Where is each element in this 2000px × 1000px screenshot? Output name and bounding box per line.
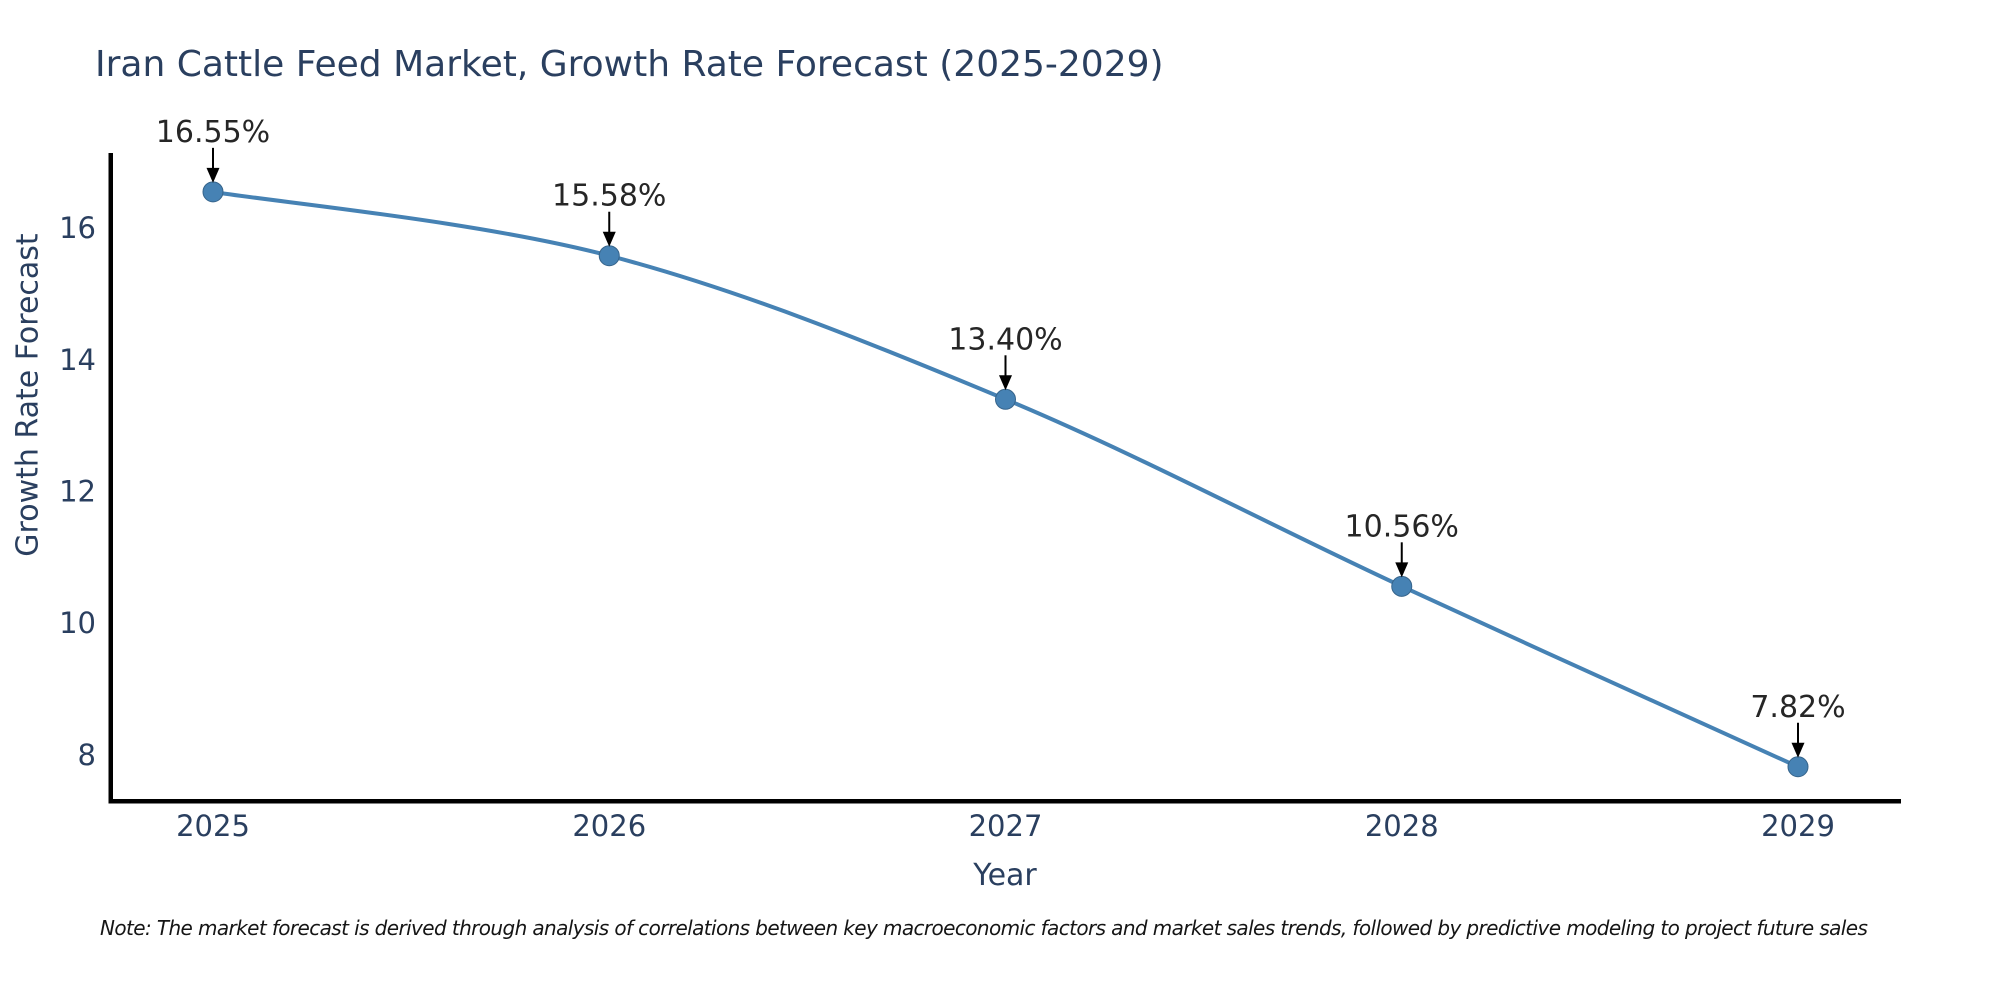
y-tick-label: 10 (59, 606, 96, 640)
data-point-marker (598, 245, 620, 267)
y-axis-spine (108, 153, 113, 804)
data-point-marker (995, 388, 1016, 410)
trend-line (211, 189, 1800, 769)
data-point-marker (202, 181, 224, 203)
x-tick-label: 2029 (1761, 809, 1835, 843)
data-point-label: 7.82% (1750, 690, 1845, 725)
annotation-arrowhead-icon (206, 167, 220, 183)
data-point-marker (1391, 575, 1413, 597)
x-axis-spine (108, 799, 1901, 804)
y-tick-label: 14 (59, 343, 96, 377)
x-tick-label: 2025 (176, 809, 250, 843)
annotation-arrowhead-icon (602, 231, 616, 247)
x-axis-title: Year (973, 858, 1037, 893)
x-tick-label: 2026 (572, 809, 646, 843)
y-tick-label: 12 (59, 474, 96, 508)
y-axis-title: Growth Rate Forecast (10, 233, 46, 557)
data-point-label: 13.40% (948, 322, 1062, 357)
data-point-label: 10.56% (1345, 509, 1459, 544)
data-point-label: 16.55% (156, 115, 270, 150)
chart-title: Iran Cattle Feed Market, Growth Rate For… (95, 44, 1164, 85)
x-tick-label: 2027 (969, 809, 1043, 843)
y-tick-label: 16 (59, 211, 96, 245)
y-tick-label: 8 (78, 738, 96, 772)
x-tick-label: 2028 (1365, 809, 1439, 843)
footnote: Note: The market forecast is derived thr… (100, 916, 1868, 940)
annotation-arrowhead-icon (999, 375, 1012, 391)
data-point-label: 15.58% (552, 179, 666, 214)
annotation-arrowhead-icon (1791, 742, 1805, 758)
annotation-arrowhead-icon (1395, 562, 1409, 578)
data-point-marker (1787, 756, 1809, 778)
